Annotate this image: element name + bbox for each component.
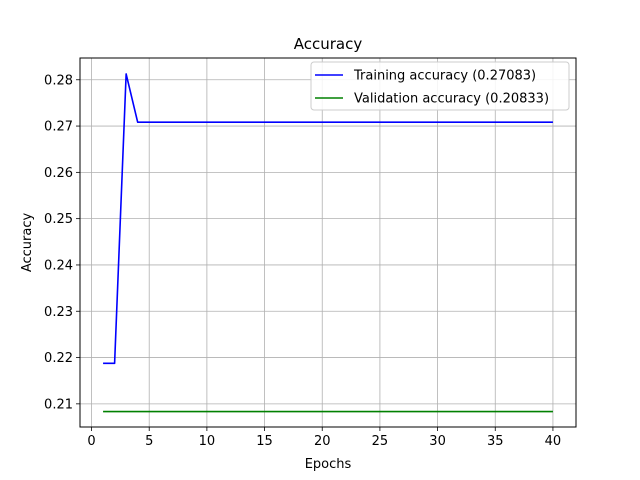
y-axis: 0.21 0.22 0.23 0.24 0.25 0.26 0.27 0.28	[44, 73, 80, 412]
x-tick-label: 30	[429, 434, 446, 449]
legend-label-2: Validation accuracy (0.20833)	[354, 92, 549, 107]
x-tick-label: 35	[487, 434, 504, 449]
series-line-1	[103, 73, 553, 365]
y-tick-label: 0.22	[44, 351, 73, 366]
grid	[80, 58, 576, 427]
plot-frame	[79, 57, 577, 428]
x-tick-label: 15	[256, 434, 273, 449]
x-tick-label: 0	[87, 434, 95, 449]
y-tick-label: 0.24	[44, 258, 73, 273]
chart-title: Accuracy	[294, 35, 363, 53]
x-tick-label: 10	[199, 434, 216, 449]
x-tick-label: 5	[145, 434, 153, 449]
x-tick-label: 20	[314, 434, 331, 449]
legend-label-1: Training accuracy (0.27083)	[353, 69, 536, 84]
y-tick-label: 0.21	[44, 397, 73, 412]
y-tick-label: 0.28	[44, 73, 73, 88]
series-layer	[103, 73, 553, 413]
y-tick-label: 0.23	[44, 305, 73, 320]
x-axis-label: Epochs	[305, 457, 352, 472]
y-axis-label: Accuracy	[20, 213, 35, 273]
y-tick-label: 0.27	[44, 120, 73, 135]
y-tick-label: 0.25	[44, 212, 73, 227]
x-axis: 0 5 10 15 20 25 30 35 40	[87, 427, 561, 449]
y-tick-label: 0.26	[44, 166, 73, 181]
x-tick-label: 40	[545, 434, 562, 449]
x-tick-label: 25	[372, 434, 389, 449]
legend-box	[310, 61, 570, 111]
legend: Training accuracy (0.27083) Validation ac…	[310, 61, 570, 111]
